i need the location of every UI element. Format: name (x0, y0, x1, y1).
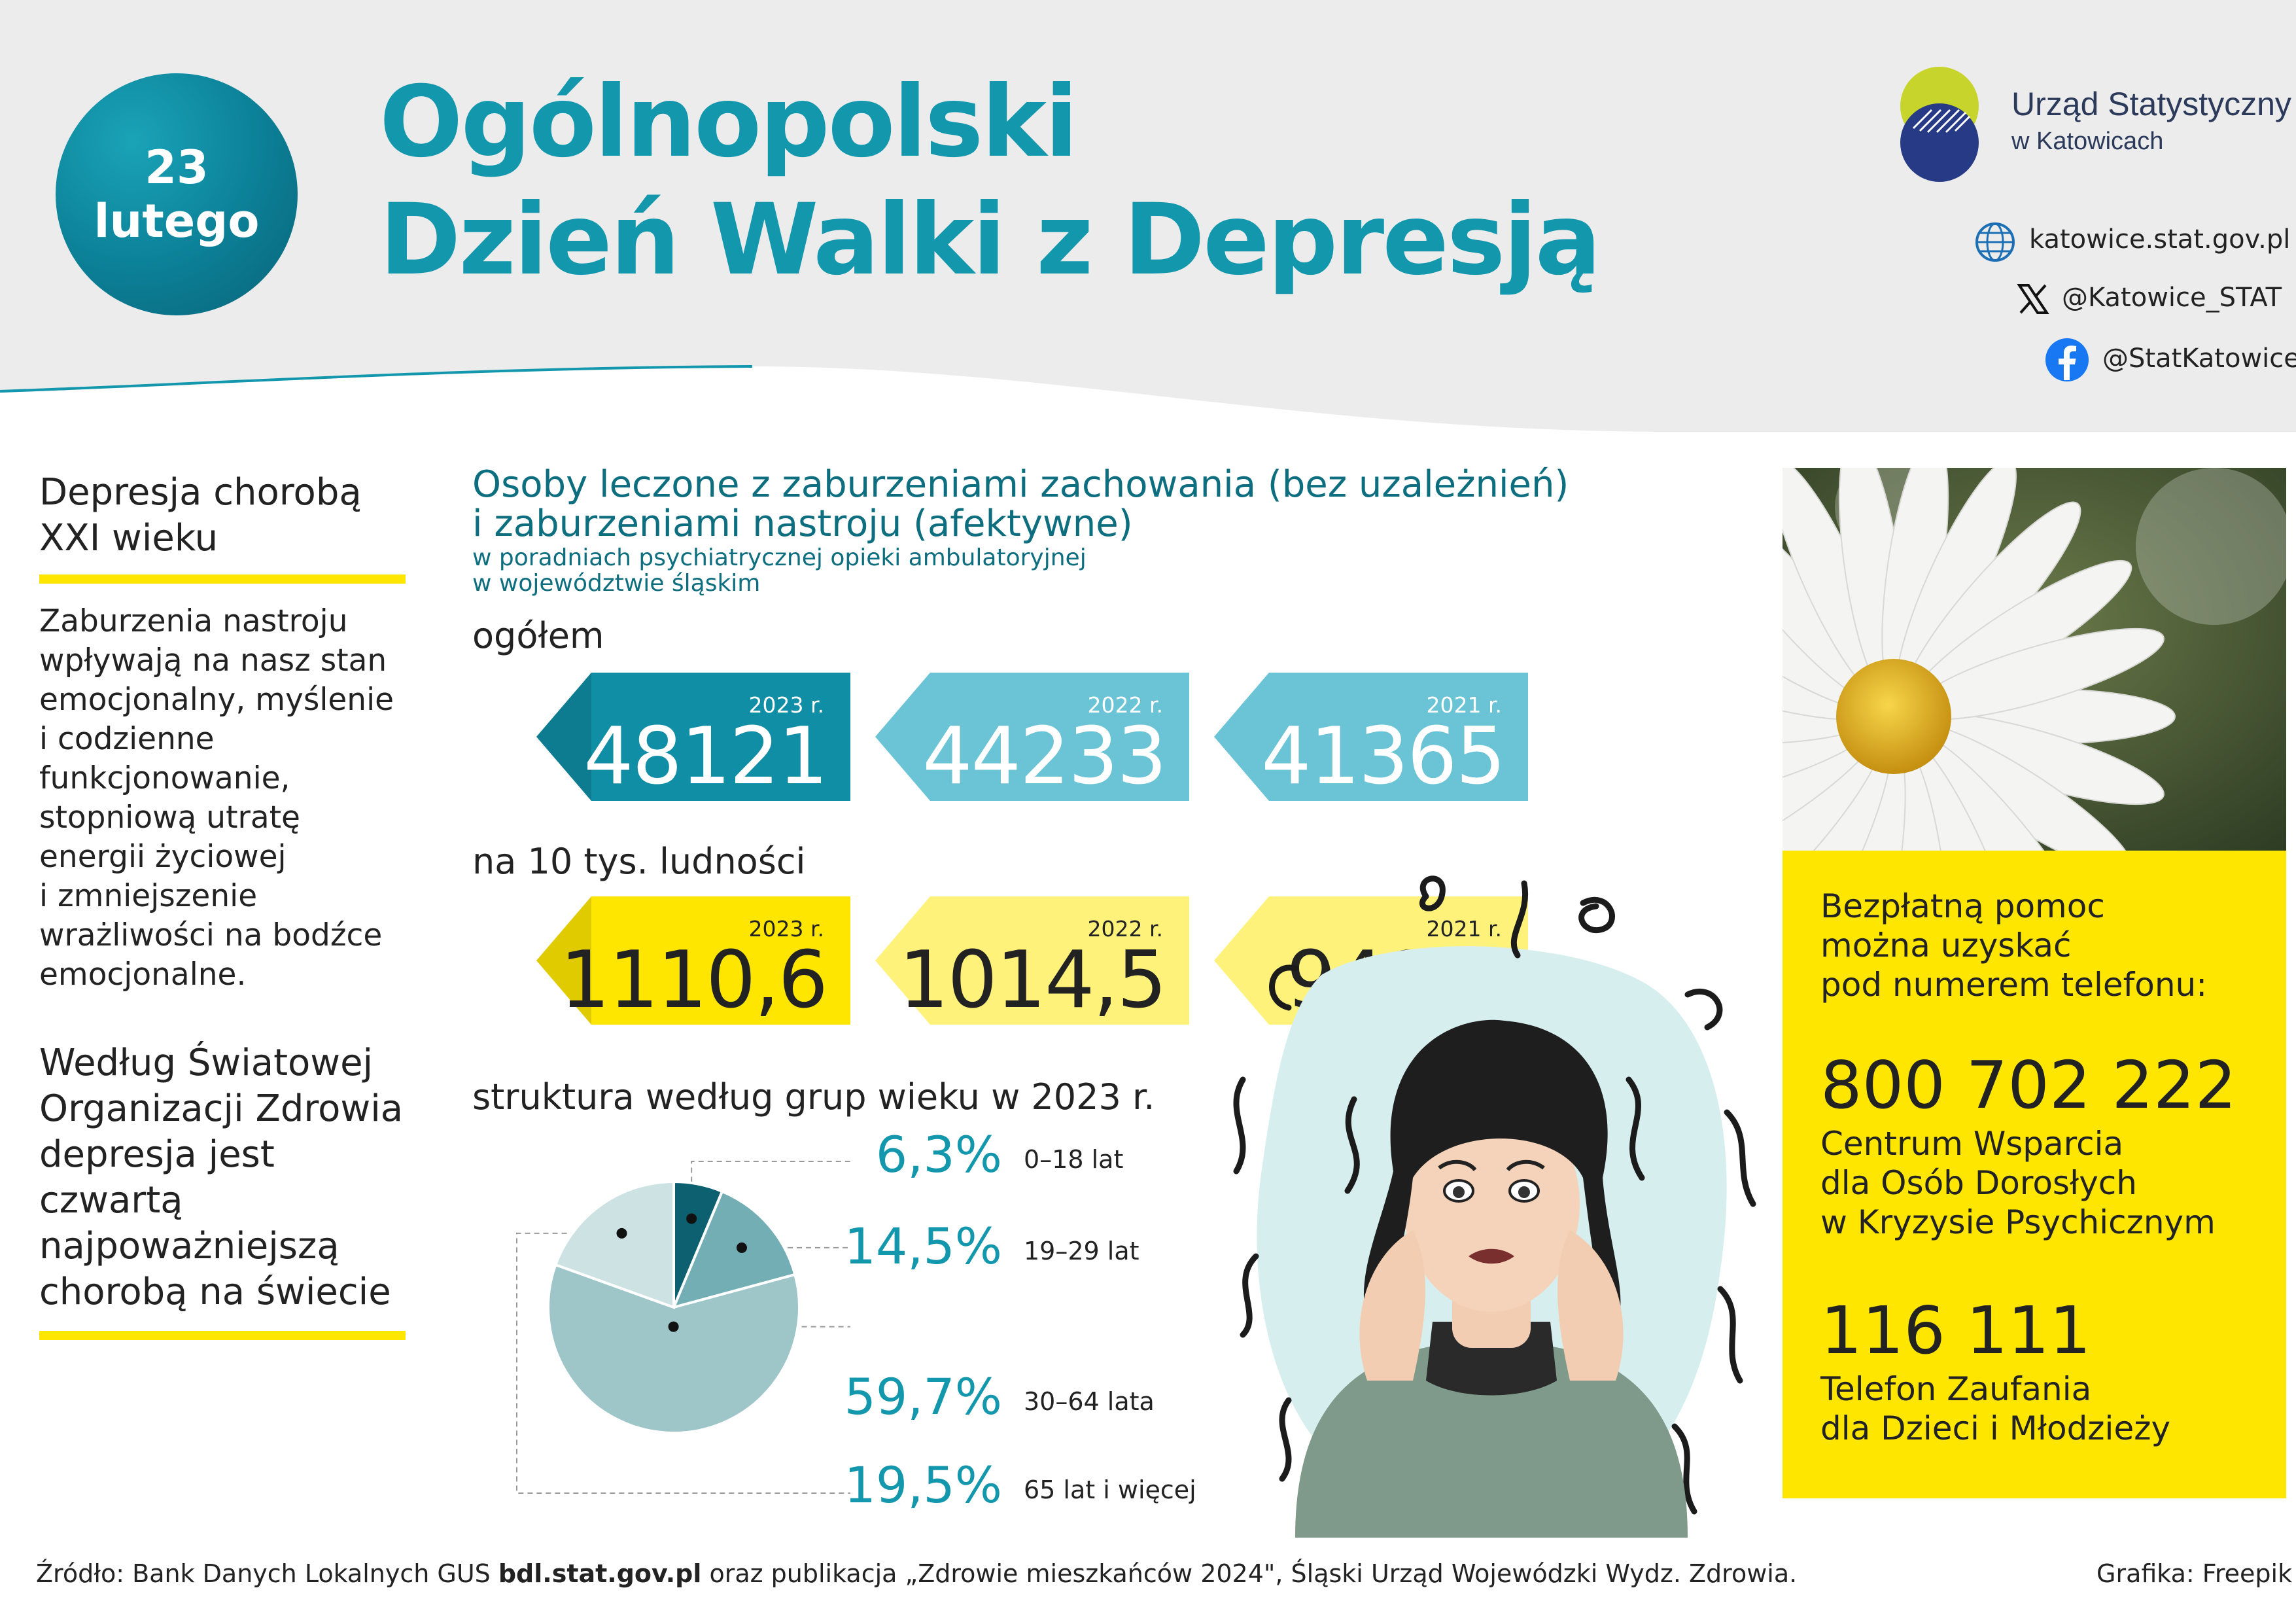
pie-value-label: 19,5% (844, 1456, 1002, 1514)
help-intro-line: pod numerem telefonu: (1820, 966, 2208, 1004)
total-card-value: 44233 (922, 711, 1167, 802)
per10k-card-year: 2023 r. (748, 916, 825, 942)
total-card-value: 48121 (583, 711, 828, 802)
x-icon (2017, 284, 2049, 314)
header-background (0, 0, 2296, 432)
phone-2: 116 111 (1820, 1292, 2091, 1369)
source-link[interactable]: bdl.stat.gov.pl (498, 1559, 702, 1588)
total-card-year: 2023 r. (748, 692, 825, 718)
left-paragraph-line: i codzienne (39, 721, 215, 757)
pie-leader-dot (736, 1242, 747, 1253)
total-card-shape (875, 673, 1189, 801)
total-card-year: 2021 r. (1426, 692, 1503, 718)
pie-category-label: 19–29 lat (1024, 1237, 1139, 1265)
left-divider-bottom (39, 1331, 406, 1340)
section-subtitle-line1: w poradniach psychiatrycznej opieki ambu… (472, 544, 1087, 571)
who-statement-line: najpoważniejszą (39, 1225, 339, 1267)
logo-name: Urząd Statystyczny (2011, 86, 2291, 122)
pie-category-label: 65 lat i więcej (1024, 1475, 1196, 1504)
website-link[interactable]: katowice.stat.gov.pl (2029, 224, 2291, 255)
pie-category-label: 0–18 lat (1024, 1145, 1124, 1174)
left-paragraph-line: i zmniejszenie (39, 878, 258, 914)
who-statement-line: chorobą na świecie (39, 1271, 391, 1313)
structure-label: struktura według grup wieku w 2023 r. (472, 1076, 1155, 1118)
phone-1-desc-line: Centrum Wsparcia (1820, 1125, 2124, 1163)
left-paragraph-line: wpływają na nasz stan (39, 643, 387, 679)
page-title-line2: Dzień Walki z Depresją (379, 183, 1601, 297)
pie-value-label: 14,5% (844, 1217, 1002, 1275)
source-prefix: Źródło: Bank Danych Lokalnych GUS (36, 1559, 498, 1588)
per10k-card-year: 2022 r. (1087, 916, 1164, 942)
per10k-card-value: 1110,6 (560, 935, 828, 1026)
date-day: 23 (145, 141, 209, 194)
per10k-card-shape (875, 896, 1189, 1025)
page-title-line1: Ogólnopolski (379, 65, 1078, 179)
total-card: 2021 r. 41365 (1214, 673, 1528, 801)
facebook-icon (2045, 338, 2089, 381)
stressed-person-illustration (1233, 875, 1756, 1538)
left-paragraph-line: funkcjonowanie, (39, 760, 290, 796)
per10k-card: 2022 r. 1014,5 (875, 896, 1189, 1025)
who-statement-line: Według Światowej (39, 1042, 374, 1084)
left-paragraph-line: emocjonalny, myślenie (39, 682, 394, 718)
pie-slice (553, 1180, 675, 1309)
who-statement-line: depresja jest (39, 1133, 275, 1176)
who-statement-line: Organizacji Zdrowia (39, 1087, 404, 1130)
pie-leader-dot (668, 1321, 679, 1332)
phone-1: 800 702 222 (1820, 1047, 2237, 1123)
date-badge: 23 lutego (56, 73, 298, 315)
source-suffix: oraz publikacja „Zdrowie mieszkańców 202… (701, 1559, 1798, 1588)
left-paragraph-line: Zaburzenia nastroju (39, 603, 348, 639)
facebook-link[interactable]: @StatKatowice (2102, 344, 2296, 374)
pie-slice (547, 1263, 801, 1434)
logo-icon (1900, 67, 1979, 182)
per10k-card-year: 2021 r. (1426, 916, 1503, 942)
source-note: Źródło: Bank Danych Lokalnych GUS bdl.st… (36, 1559, 1797, 1588)
pie-category-label: 30–64 lata (1024, 1387, 1155, 1416)
total-card-value: 41365 (1261, 711, 1506, 802)
left-paragraph-line: stopniową utratę (39, 800, 300, 836)
logo-city: w Katowicach (2011, 128, 2164, 155)
left-paragraph-line: wrażliwości na bodźce (39, 917, 383, 953)
total-card-year: 2022 r. (1087, 692, 1164, 718)
who-statement-line: czwartą (39, 1179, 183, 1222)
left-paragraph-line: emocjonalne. (39, 957, 247, 993)
help-panel (1783, 851, 2286, 1498)
pie-value-label: 6,3% (875, 1125, 1002, 1184)
total-label: ogółem (472, 615, 604, 656)
pie-leader-line (516, 1232, 850, 1494)
total-card: 2023 r. 48121 (536, 673, 850, 801)
per10k-card-value: 1014,5 (899, 935, 1167, 1026)
help-intro-line: Bezpłatną pomoc (1820, 887, 2105, 925)
pie-leader-dot (686, 1213, 697, 1224)
section-title-line1: Osoby leczone z zaburzeniami zachowania … (472, 463, 1569, 506)
per10k-card-shape (536, 896, 850, 1025)
total-card-shape (1214, 673, 1528, 801)
help-intro-line: można uzyskać (1820, 927, 2072, 964)
phone-1-desc-line: w Kryzysie Psychicznym (1820, 1203, 2216, 1241)
left-heading-line1: Depresja chorobą (39, 471, 362, 514)
left-heading-line2: XXI wieku (39, 517, 218, 559)
left-paragraph-line: energii życiowej (39, 839, 287, 875)
total-card-shape (536, 673, 850, 801)
section-subtitle-line2: w województwie śląskim (472, 570, 761, 597)
phone-1-desc-line: dla Osób Dorosłych (1820, 1164, 2137, 1202)
pie-value-label: 59,7% (844, 1368, 1002, 1426)
phone-2-desc-line: Telefon Zaufania (1820, 1370, 2092, 1408)
daisy-photo (1783, 468, 2286, 851)
age-pie-chart (516, 1161, 850, 1494)
pie-leader-dot (616, 1227, 627, 1239)
total-card: 2022 r. 44233 (875, 673, 1189, 801)
per10k-card: 2023 r. 1110,6 (536, 896, 850, 1025)
pie-slice (671, 1190, 797, 1309)
per10k-label: na 10 tys. ludności (472, 841, 806, 882)
graphics-credit: Grafika: Freepik (2096, 1559, 2293, 1588)
date-month: lutego (94, 194, 260, 248)
left-divider-top (39, 574, 406, 584)
section-title-line2: i zaburzeniami nastroju (afektywne) (472, 503, 1133, 545)
x-link[interactable]: @Katowice_STAT (2062, 283, 2282, 313)
globe-icon (1975, 222, 2015, 262)
phone-2-desc-line: dla Dzieci i Młodzieży (1820, 1409, 2171, 1447)
